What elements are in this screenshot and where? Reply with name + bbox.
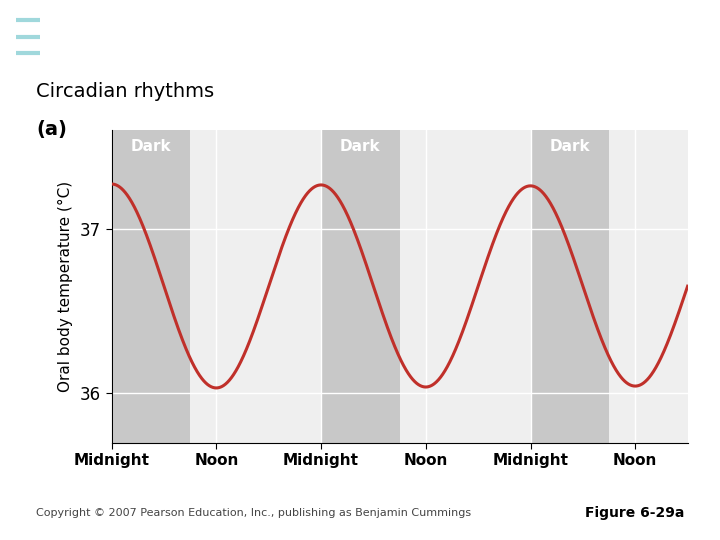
Text: Control Pathways: Setpoints: Control Pathways: Setpoints: [50, 21, 495, 49]
Bar: [531, 130, 609, 443]
Bar: [112, 130, 190, 443]
Text: Dark: Dark: [340, 139, 381, 154]
Text: Dark: Dark: [130, 139, 171, 154]
Text: Copyright © 2007 Pearson Education, Inc., publishing as Benjamin Cummings: Copyright © 2007 Pearson Education, Inc.…: [36, 508, 471, 518]
Text: Figure 6-29a: Figure 6-29a: [585, 506, 684, 520]
Text: Dark: Dark: [549, 139, 590, 154]
Bar: [321, 130, 400, 443]
Y-axis label: Oral body temperature (°C): Oral body temperature (°C): [58, 181, 73, 392]
Text: Circadian rhythms: Circadian rhythms: [36, 82, 214, 102]
Text: (a): (a): [37, 120, 68, 139]
